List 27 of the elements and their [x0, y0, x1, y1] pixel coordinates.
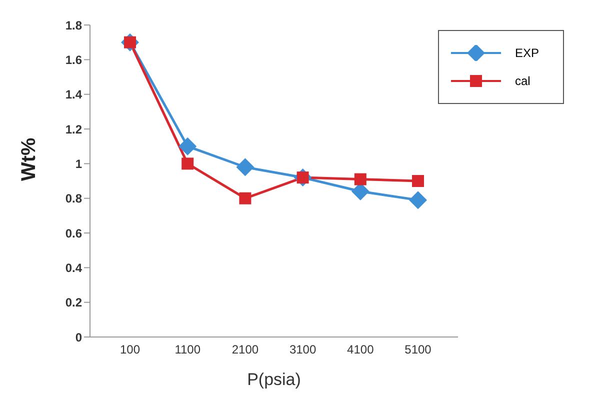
legend-label: cal	[515, 74, 530, 88]
y-axis-title: Wt%	[18, 137, 40, 181]
point	[239, 192, 252, 204]
x-tick-label: 4100	[347, 342, 374, 357]
y-tick-label: 1.4	[65, 88, 82, 102]
y-tick-label: 1	[75, 156, 82, 171]
y-tick-label: 1.2	[65, 122, 82, 136]
x-tick-label: 3100	[289, 342, 316, 357]
y-tick-label: 1.8	[65, 18, 82, 32]
legend-label: EXP	[515, 46, 540, 60]
y-tick-label: 0	[75, 330, 82, 344]
x-tick-label: 2100	[232, 342, 259, 357]
y-tick-label: 0.4	[65, 260, 82, 275]
point	[409, 191, 427, 210]
y-tick-label: 0.2	[65, 296, 82, 310]
point	[182, 158, 194, 170]
x-tick-label: 1100	[174, 342, 201, 357]
point	[354, 173, 366, 186]
x-tick-label: 100	[120, 342, 140, 357]
y-tick-label: 1.6	[65, 52, 82, 67]
point	[236, 158, 254, 176]
y-tick-label: 0.6	[65, 226, 82, 240]
point	[178, 137, 197, 156]
y-tick-label: 0.8	[65, 192, 82, 206]
x-axis-title: P(psia)	[247, 370, 301, 389]
x-tick-label: 5100	[404, 342, 432, 357]
point	[412, 175, 424, 187]
